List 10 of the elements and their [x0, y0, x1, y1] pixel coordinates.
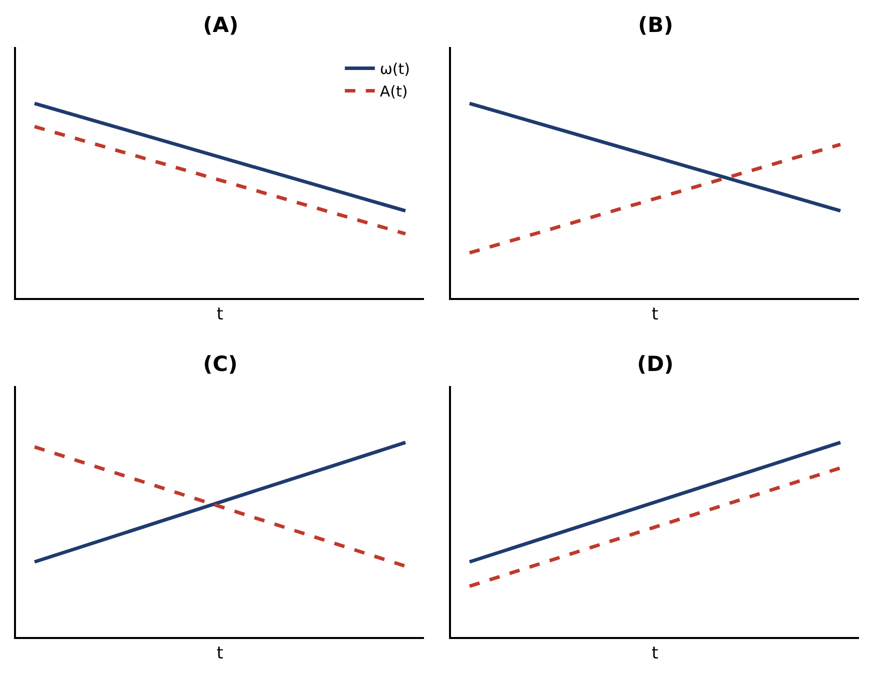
chart-title: (C) — [203, 352, 238, 376]
x-axis-title: t — [216, 643, 224, 664]
chart-title: (D) — [637, 352, 674, 376]
x-axis-title: t — [652, 304, 659, 324]
x-axis-title: t — [652, 643, 659, 664]
legend-label: ω(t) — [380, 60, 410, 78]
chart-title: (A) — [203, 13, 238, 37]
x-axis-title: t — [216, 304, 224, 324]
chart-title: (B) — [638, 13, 674, 37]
legend-label: A(t) — [380, 82, 408, 101]
